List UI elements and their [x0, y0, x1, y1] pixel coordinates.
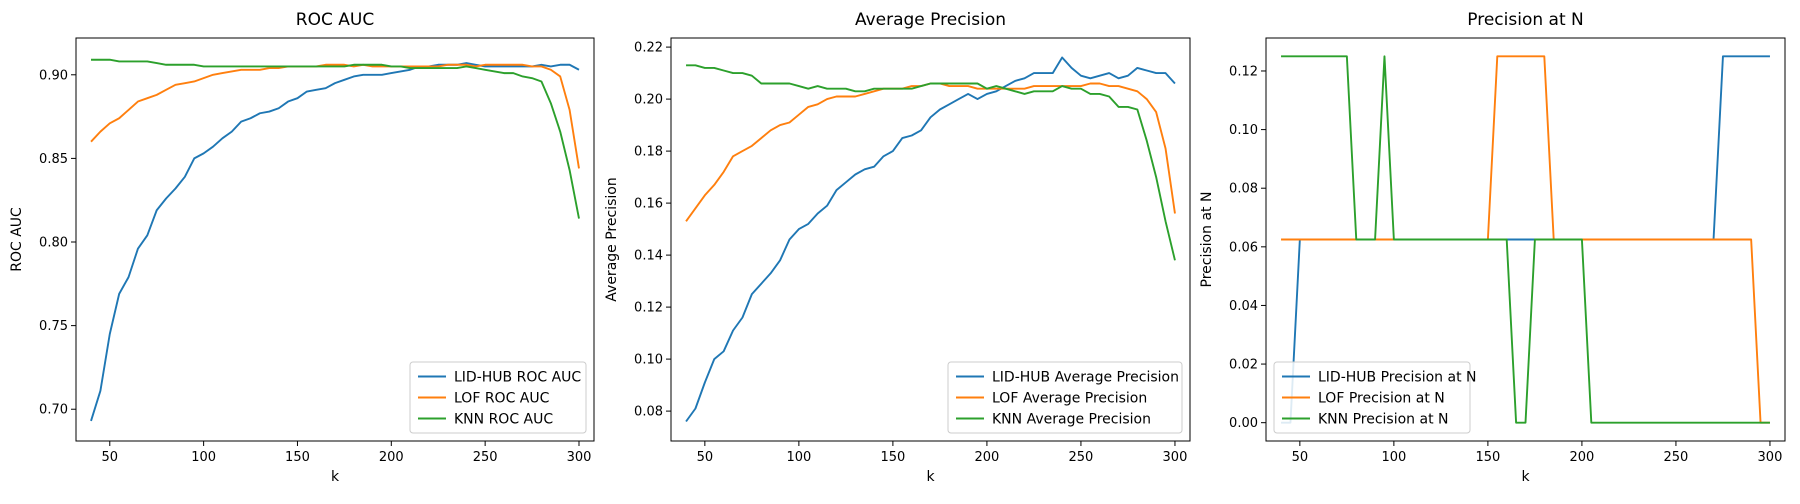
series-line-knn-roc-auc — [91, 58, 580, 219]
y-tick-label: 0.18 — [634, 145, 663, 160]
series-line-lof-precision-at-n — [1281, 55, 1770, 424]
x-axis-label: k — [331, 469, 340, 485]
series-line-lid-hub-average-precision — [685, 56, 1176, 423]
legend-label: LOF ROC AUC — [454, 391, 550, 407]
x-tick-label: 100 — [1381, 450, 1406, 465]
y-tick-label: 0.00 — [1229, 416, 1258, 431]
legend-label: LOF Precision at N — [1318, 391, 1445, 407]
legend: LID-HUB Average Precision LOF Average Pre… — [947, 361, 1183, 434]
legend: LID-HUB Precision at N LOF Precision at N… — [1273, 361, 1477, 434]
y-axis-label: Precision at N — [1199, 192, 1215, 288]
series-line-knn-average-precision — [686, 64, 1176, 261]
plot-frame — [1265, 37, 1786, 442]
x-tick-label: 50 — [1292, 450, 1309, 465]
y-tick-label: 0.85 — [39, 152, 68, 167]
x-tick-label: 150 — [1475, 450, 1500, 465]
x-tick-label: 300 — [1163, 450, 1188, 465]
chart-title: ROC AUC — [296, 10, 374, 30]
x-axis-label: k — [1521, 469, 1530, 485]
y-tick-label: 0.04 — [1229, 299, 1258, 314]
x-tick-label: 100 — [191, 450, 216, 465]
series-line-knn-precision-at-n — [1281, 55, 1770, 424]
legend-label: KNN Average Precision — [992, 412, 1151, 428]
legend: LID-HUB ROC AUC LOF ROC AUC KNN ROC AUC — [409, 361, 587, 434]
legend-box — [409, 361, 587, 434]
y-tick-label: 0.90 — [39, 68, 68, 83]
chart-precision-at-n: Precision at N k Precision at N 50 100 150… — [1199, 10, 1786, 485]
x-tick-label: 200 — [379, 450, 404, 465]
y-tick-label: 0.75 — [39, 319, 68, 334]
series-line-lid-hub-roc-auc — [90, 62, 580, 422]
legend-box — [1273, 361, 1471, 434]
y-tick-label: 0.16 — [634, 197, 663, 212]
legend-label: LID-HUB Average Precision — [992, 370, 1179, 386]
legend-box — [947, 361, 1183, 434]
x-tick-label: 250 — [1664, 450, 1689, 465]
x-tick-label: 250 — [473, 450, 498, 465]
x-tick-label: 300 — [1758, 450, 1783, 465]
y-tick-label: 0.08 — [634, 405, 663, 420]
chart-roc-auc: ROC AUC k ROC AUC 50 100 150 200 250 300 0.70 0… — [9, 10, 595, 485]
y-tick-label: 0.80 — [39, 236, 68, 251]
y-tick-label: 0.10 — [1229, 123, 1258, 138]
chart-title: Average Precision — [855, 10, 1006, 30]
legend-label: KNN ROC AUC — [454, 412, 553, 428]
series-line-lof-roc-auc — [90, 63, 580, 169]
x-tick-label: 150 — [285, 450, 310, 465]
y-tick-label: 0.70 — [39, 403, 68, 418]
legend-label: LID-HUB Precision at N — [1318, 370, 1477, 386]
y-tick-label: 0.20 — [634, 93, 663, 108]
y-axis-label: Average Precision — [604, 177, 620, 301]
plot-frame — [670, 37, 1191, 442]
y-tick-label: 0.02 — [1229, 358, 1258, 373]
x-tick-label: 250 — [1069, 450, 1094, 465]
x-tick-label: 200 — [974, 450, 999, 465]
legend-label: LID-HUB ROC AUC — [454, 370, 581, 386]
x-tick-label: 100 — [786, 450, 811, 465]
x-tick-label: 150 — [880, 450, 905, 465]
y-tick-label: 0.14 — [634, 249, 663, 264]
series-line-lof-average-precision — [685, 82, 1176, 222]
plot-frame — [75, 37, 595, 442]
y-tick-label: 0.12 — [1229, 64, 1258, 79]
y-tick-label: 0.06 — [1229, 240, 1258, 255]
x-tick-label: 50 — [697, 450, 714, 465]
y-tick-label: 0.10 — [634, 353, 663, 368]
x-tick-label: 300 — [567, 450, 592, 465]
legend-label: KNN Precision at N — [1318, 412, 1448, 428]
legend-label: LOF Average Precision — [992, 391, 1147, 407]
y-tick-label: 0.12 — [634, 301, 663, 316]
chart-average-precision: Average Precision k Average Precision 50… — [604, 10, 1191, 485]
y-tick-label: 0.08 — [1229, 182, 1258, 197]
y-tick-label: 0.22 — [634, 41, 663, 56]
x-axis-label: k — [926, 469, 935, 485]
x-tick-label: 200 — [1569, 450, 1594, 465]
chart-title: Precision at N — [1467, 10, 1583, 30]
y-axis-label: ROC AUC — [9, 207, 25, 272]
x-tick-label: 50 — [102, 450, 119, 465]
